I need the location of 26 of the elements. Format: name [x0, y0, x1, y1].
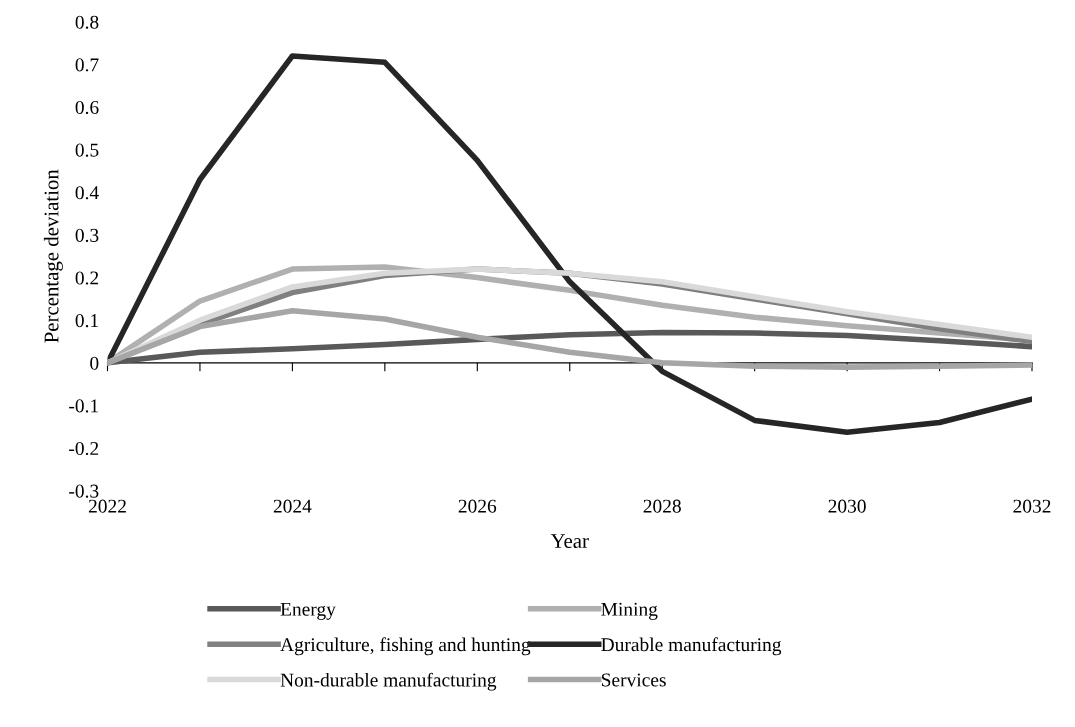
y-tick-label: -0.3 — [69, 484, 99, 498]
y-tick-label: 0.7 — [75, 58, 99, 72]
x-tick-label: 2032 — [1013, 499, 1051, 513]
x-tick-label: 2022 — [88, 499, 126, 513]
y-axis-title: Percentage deviation — [43, 169, 63, 343]
y-tick-label: 0.4 — [75, 186, 99, 200]
x-tick-label: 2024 — [273, 499, 312, 513]
y-tick-label: 0 — [90, 356, 99, 370]
legend-label: Agriculture, fishing and hunting — [280, 637, 531, 656]
legend-label: Non-durable manufacturing — [280, 672, 497, 691]
legend-label: Services — [601, 673, 666, 687]
x-tick-label: 2028 — [643, 499, 681, 513]
legend-label: Energy — [280, 602, 336, 620]
y-tick-label: 0.6 — [75, 100, 99, 115]
legend-label: Durable manufacturing — [601, 637, 782, 656]
x-axis-title: Year — [550, 534, 589, 549]
y-tick-label: 0.2 — [75, 271, 99, 285]
y-tick-label: -0.2 — [69, 441, 99, 456]
x-tick-label: 2030 — [828, 499, 866, 513]
y-tick-label: -0.1 — [69, 399, 98, 413]
x-tick-label: 2026 — [458, 499, 497, 513]
y-tick-label: 0.8 — [75, 15, 99, 29]
legend-label: Mining — [601, 602, 658, 620]
y-tick-label: 0.5 — [75, 143, 99, 157]
y-tick-label: 0.1 — [75, 314, 98, 328]
y-tick-label: 0.3 — [75, 228, 99, 242]
